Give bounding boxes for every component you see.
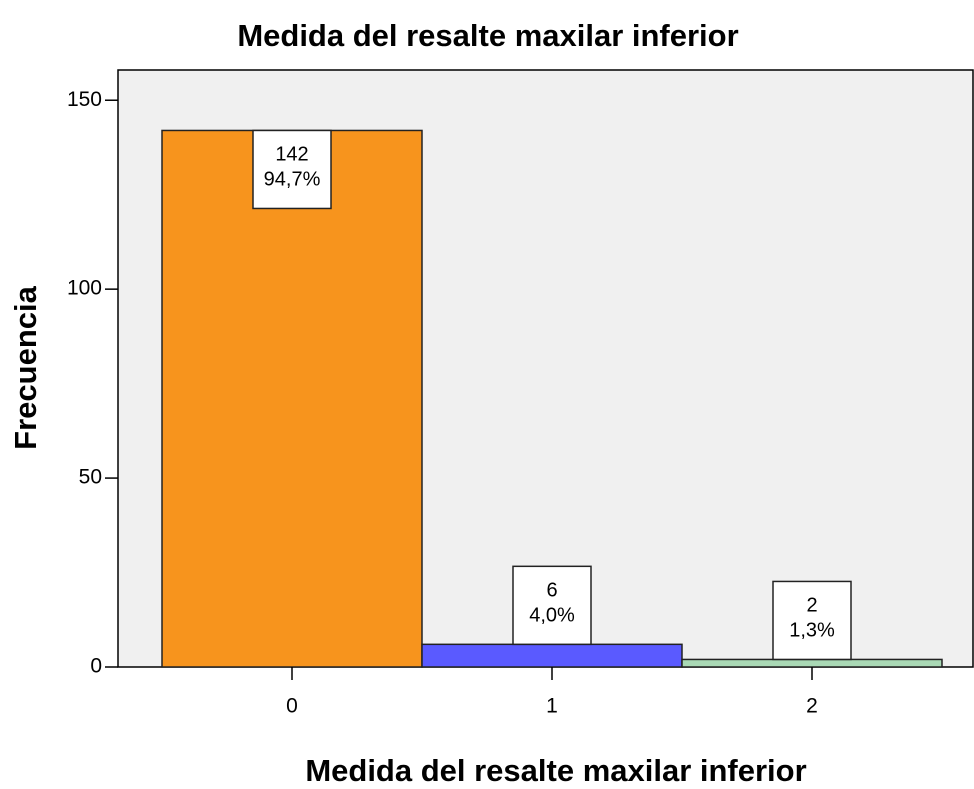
x-tick-label: 2 [806, 695, 818, 718]
bar [161, 129, 423, 668]
bar [421, 643, 683, 668]
data-label-percent: 1,3% [789, 620, 835, 642]
data-label-percent: 94,7% [264, 169, 321, 191]
bar [681, 658, 943, 668]
y-tick-label: 150 [67, 88, 102, 111]
x-tick-label: 0 [286, 695, 298, 718]
y-axis-label: Frecuencia [8, 285, 43, 449]
data-label: 6 [546, 580, 557, 602]
data-label-box [772, 580, 852, 661]
x-axis-label: Medida del resalte maxilar inferior [305, 753, 806, 788]
y-tick-label: 100 [67, 277, 102, 300]
data-label: 2 [806, 595, 817, 617]
x-tick-label: 1 [546, 695, 558, 718]
data-label-box [512, 565, 592, 646]
data-label: 142 [275, 144, 308, 166]
y-tick-label: 50 [79, 466, 102, 489]
data-label-box [252, 129, 332, 210]
chart-title: Medida del resalte maxilar inferior [237, 18, 738, 53]
data-label-percent: 4,0% [529, 605, 575, 627]
y-tick-label: 0 [90, 655, 102, 678]
